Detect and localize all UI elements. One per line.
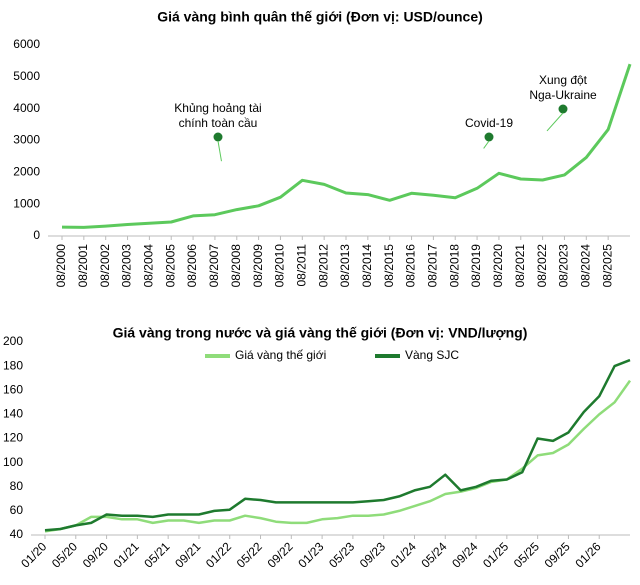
x-tick-label: 01/20 xyxy=(18,539,49,570)
x-tick-label: 01/21 xyxy=(111,539,142,570)
x-tick-label: 05/23 xyxy=(326,539,357,570)
y-tick-label: 0 xyxy=(33,228,40,242)
x-tick-label: 09/24 xyxy=(449,539,480,570)
y-tick-label: 120 xyxy=(3,431,23,445)
chart-title: Giá vàng bình quân thế giới (Đơn vị: USD… xyxy=(157,9,483,25)
legend-label: Giá vàng thế giới xyxy=(235,348,326,362)
annotation: Xung đột xyxy=(539,73,588,87)
legend-label: Vàng SJC xyxy=(405,348,459,362)
annotation-dot xyxy=(213,132,223,142)
x-tick-label: 05/24 xyxy=(418,539,449,570)
x-tick-label: 01/25 xyxy=(480,539,511,570)
chart-title: Giá vàng trong nước và giá vàng thế giới… xyxy=(113,325,528,341)
annotation: Nga-Ukraine xyxy=(529,88,597,102)
x-tick-label: 08/2002 xyxy=(98,244,112,288)
y-tick-label: 80 xyxy=(10,479,24,493)
x-tick-label: 01/22 xyxy=(203,539,234,570)
x-tick-label: 05/21 xyxy=(141,539,172,570)
x-tick-label: 09/25 xyxy=(542,539,573,570)
annotation-dot xyxy=(558,104,568,114)
annotation: chính toàn cầu xyxy=(179,116,258,130)
y-tick-label: 60 xyxy=(10,503,24,517)
annotation-dot xyxy=(484,132,494,142)
x-tick-label: 01/23 xyxy=(295,539,326,570)
x-tick-label: 09/21 xyxy=(172,539,203,570)
y-tick-label: 40 xyxy=(10,527,24,541)
x-tick-label: 05/25 xyxy=(511,539,542,570)
x-tick-label: 08/2005 xyxy=(163,244,177,288)
x-tick-label: 08/2003 xyxy=(120,244,134,288)
y-tick-label: 1000 xyxy=(13,196,40,210)
x-tick-label: 08/2010 xyxy=(273,244,287,288)
x-tick-label: 08/2016 xyxy=(404,244,418,288)
x-tick-label: 05/20 xyxy=(49,539,80,570)
x-tick-label: 08/2021 xyxy=(513,244,527,288)
x-tick-label: 09/23 xyxy=(357,539,388,570)
x-tick-label: 01/26 xyxy=(572,539,603,570)
x-tick-label: 08/2008 xyxy=(229,244,243,288)
x-tick-label: 09/22 xyxy=(265,539,296,570)
x-tick-label: 08/2015 xyxy=(382,244,396,288)
x-tick-label: 08/2017 xyxy=(426,244,440,288)
line xyxy=(44,358,631,532)
x-tick-label: 08/2023 xyxy=(557,244,571,288)
x-tick-label: 08/2011 xyxy=(294,244,308,287)
x-tick-label: 09/20 xyxy=(80,539,111,570)
y-tick-label: 4000 xyxy=(13,101,40,115)
x-tick-label: 08/2025 xyxy=(600,244,614,288)
y-tick-label: 2000 xyxy=(13,165,40,179)
y-tick-label: 140 xyxy=(3,407,23,421)
annotation-leader xyxy=(217,140,222,162)
x-tick-label: 08/2014 xyxy=(360,244,374,288)
line xyxy=(61,63,632,229)
x-tick-label: 08/2018 xyxy=(447,244,461,288)
x-tick-label: 05/22 xyxy=(234,539,265,570)
x-tick-label: 08/2009 xyxy=(251,244,265,288)
y-tick-label: 100 xyxy=(3,455,23,469)
y-tick-label: 3000 xyxy=(13,133,40,147)
y-tick-label: 5000 xyxy=(13,69,40,83)
x-tick-label: 08/2024 xyxy=(578,244,592,288)
x-tick-label: 08/2006 xyxy=(185,244,199,288)
x-tick-label: 08/2007 xyxy=(207,244,221,288)
x-tick-label: 08/2020 xyxy=(491,244,505,288)
annotation: Covid-19 xyxy=(465,116,513,130)
line xyxy=(44,379,632,533)
x-tick-label: 08/2000 xyxy=(54,244,68,288)
x-tick-label: 01/24 xyxy=(388,539,419,570)
y-tick-label: 6000 xyxy=(13,37,40,51)
y-tick-label: 160 xyxy=(3,382,23,396)
y-tick-label: 180 xyxy=(3,358,23,372)
x-tick-label: 08/2022 xyxy=(535,244,549,288)
x-tick-label: 08/2012 xyxy=(316,244,330,288)
annotation-leader xyxy=(546,112,564,132)
x-tick-label: 08/2019 xyxy=(469,244,483,288)
x-tick-label: 08/2004 xyxy=(142,244,156,288)
x-tick-label: 08/2001 xyxy=(76,244,90,288)
x-tick-label: 08/2013 xyxy=(338,244,352,288)
annotation-leader xyxy=(483,140,490,149)
annotation: Khủng hoảng tài xyxy=(174,101,261,115)
y-tick-label: 200 xyxy=(3,334,23,348)
